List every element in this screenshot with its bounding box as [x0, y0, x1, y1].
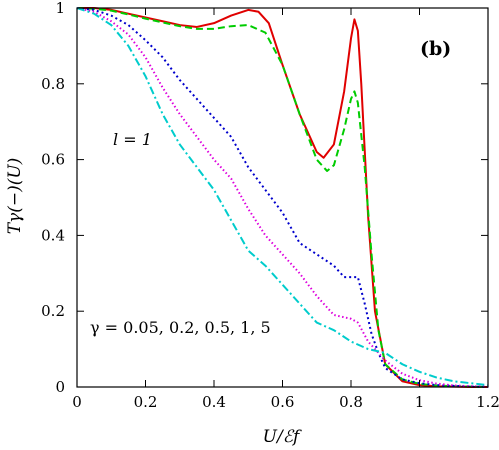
panel-label: (b) — [420, 38, 451, 60]
y-tick-label: 0.4 — [41, 226, 65, 244]
x-axis-label: U/ℰf — [263, 427, 302, 447]
x-tick-label: 1.2 — [476, 393, 499, 411]
y-axis-label: Tγ(−)(U) — [5, 158, 25, 235]
annotation-l: l = 1 — [113, 130, 152, 149]
y-tick-label: 1 — [55, 0, 65, 17]
x-tick-label: 0.6 — [271, 393, 295, 411]
series-line-5 — [76, 7, 489, 387]
x-tick-label: 0.4 — [202, 393, 226, 411]
x-tick-label: 0 — [72, 393, 82, 411]
y-tick-label: 0.8 — [41, 75, 65, 93]
annotation-gamma: γ = 0.05, 0.2, 0.5, 1, 5 — [90, 318, 271, 337]
y-tick-label: 0 — [55, 378, 65, 396]
x-tick-label: 0.8 — [339, 393, 363, 411]
ticks-layer: 0 0.2 0.4 0.6 0.8 1 1.2 0 0.2 0.4 0.6 0.8 1 — [41, 0, 499, 411]
series-layer — [76, 7, 489, 388]
y-tick-label: 0.6 — [41, 151, 65, 169]
x-tick-label: 1 — [415, 393, 425, 411]
series-line-2 — [76, 7, 489, 388]
y-tick-label: 0.2 — [41, 302, 65, 320]
x-tick-label: 0.2 — [134, 393, 158, 411]
